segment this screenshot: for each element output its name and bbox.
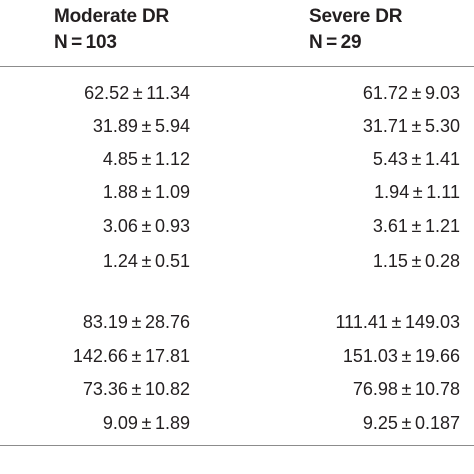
table-cell-severe: 31.71 ± 5.30 <box>362 116 460 136</box>
table-cell-severe: 111.41 ± 149.03 <box>335 312 460 332</box>
table-bottom-rule <box>0 445 474 446</box>
table-cell-severe: 1.94 ± 1.11 <box>374 182 460 202</box>
table-cell-severe: 5.43 ± 1.41 <box>372 149 460 169</box>
table-cell-moderate: 31.89 ± 5.94 <box>92 116 190 136</box>
table-header: Moderate DR N = 103 Severe DR N = 29 <box>0 4 474 62</box>
table-cell-moderate: 9.09 ± 1.89 <box>102 413 190 433</box>
table-cell-severe: 3.61 ± 1.21 <box>372 216 460 236</box>
table-cell-moderate: 3.06 ± 0.93 <box>102 216 190 236</box>
table-cell-moderate: 142.66 ± 17.81 <box>72 346 190 366</box>
column-header-severe-dr: Severe DR N = 29 <box>309 4 402 56</box>
column-header-moderate-dr: Moderate DR N = 103 <box>54 4 169 56</box>
table-cell-severe: 61.72 ± 9.03 <box>362 83 460 103</box>
table-cell-moderate: 73.36 ± 10.82 <box>82 379 190 399</box>
table-cell-severe: 9.25 ± 0.187 <box>362 413 460 433</box>
header-divider <box>0 66 474 67</box>
table-cell-moderate: 1.24 ± 0.51 <box>102 251 190 271</box>
column-sample-size: N = 29 <box>309 32 362 53</box>
table-cell-severe: 151.03 ± 19.66 <box>342 346 460 366</box>
table-cell-moderate: 62.52 ± 11.34 <box>84 83 190 103</box>
table-cell-severe: 76.98 ± 10.78 <box>352 379 460 399</box>
column-title: Moderate DR <box>54 6 169 27</box>
table-cell-severe: 1.15 ± 0.28 <box>372 251 460 271</box>
column-sample-size: N = 103 <box>54 32 117 53</box>
table-cell-moderate: 1.88 ± 1.09 <box>102 182 190 202</box>
table-cell-moderate: 4.85 ± 1.12 <box>102 149 190 169</box>
column-title: Severe DR <box>309 6 403 27</box>
table-cell-moderate: 83.19 ± 28.76 <box>82 312 190 332</box>
